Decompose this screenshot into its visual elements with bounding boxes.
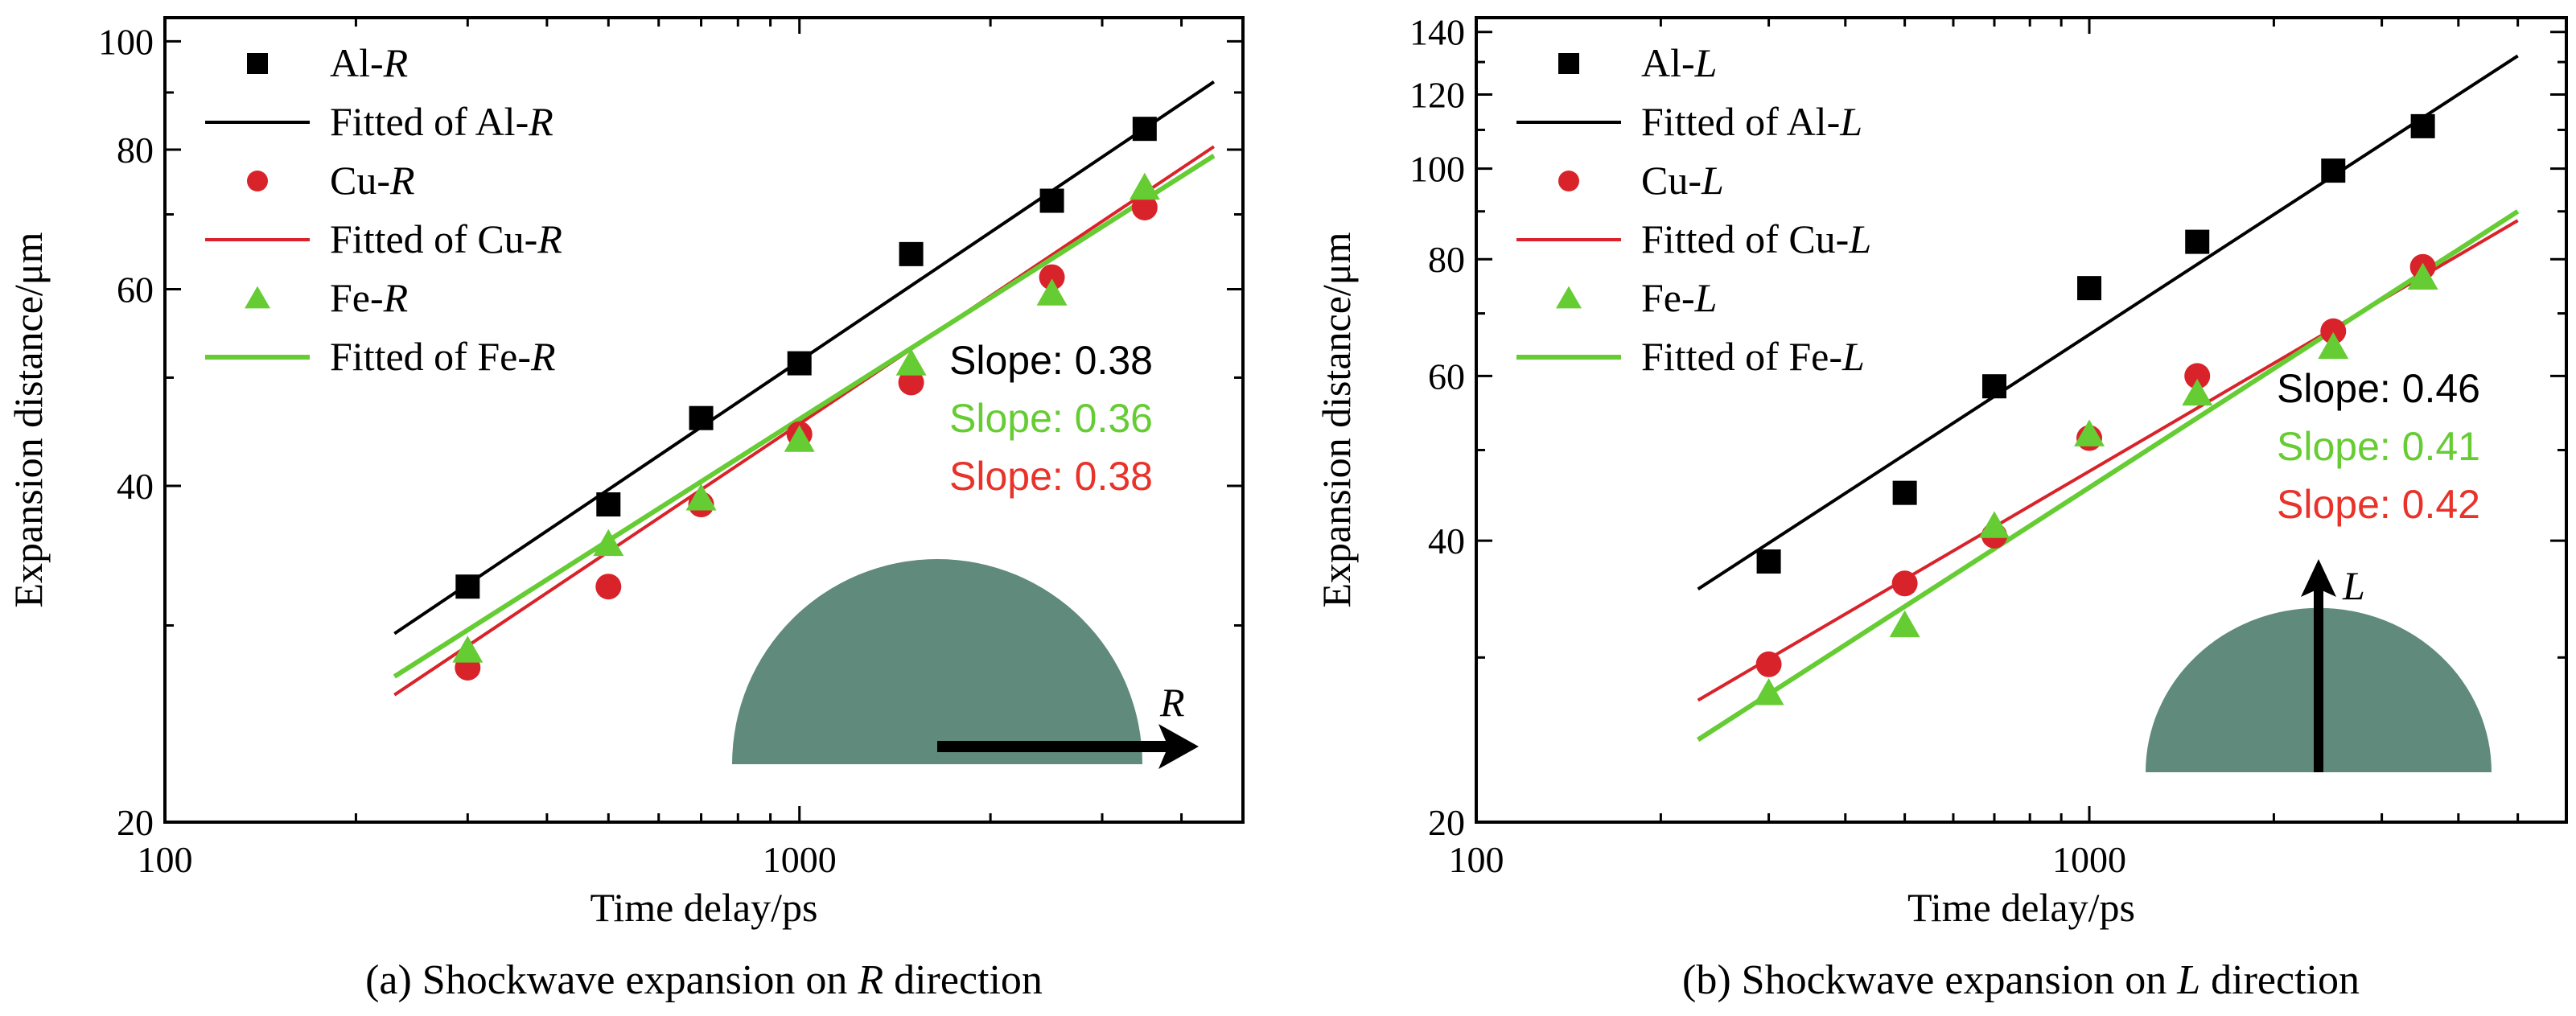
legend-fe-fit-label: Fitted of Fe-R <box>330 334 556 379</box>
al-point <box>2185 229 2210 254</box>
legend-al-label: Al-L <box>1641 40 1717 85</box>
legend-cu-fit-label: Fitted of Cu-R <box>330 216 562 261</box>
slope-annotation: Slope: 0.46 <box>2277 366 2480 411</box>
legend-al-fit-label: Fitted of Al-R <box>330 99 553 144</box>
legend-fe-label: Fe-L <box>1641 275 1717 320</box>
slope-annotation: Slope: 0.42 <box>2277 482 2480 527</box>
fe-point <box>2318 331 2349 360</box>
legend: Al-L Fitted of Al-L Cu-L Fitted of Cu-L Fe-L… <box>1516 40 1871 379</box>
cu-point <box>2184 363 2211 389</box>
fit-line-cu <box>393 145 1216 697</box>
panel-b: L 100 1000 20 40 60 80 100 120 140 Time delay/ps Ex… <box>1314 12 2568 1003</box>
legend-al-label: Al-R <box>330 40 408 85</box>
legend-cu-fit-label: Fitted of Cu-L <box>1641 216 1871 261</box>
fe-point <box>1129 172 1160 200</box>
legend-fe-label: Fe-R <box>330 275 408 320</box>
x-axis-label: Time delay/ps <box>1907 885 2135 930</box>
legend-cu-marker <box>247 171 268 191</box>
al-point <box>1039 188 1064 213</box>
fe-point <box>1978 511 2010 538</box>
al-point <box>1132 117 1157 142</box>
x-axis-label: Time delay/ps <box>591 885 818 930</box>
y-tick-label: 20 <box>117 802 154 843</box>
al-point <box>2321 158 2346 183</box>
legend-fe-marker <box>245 286 270 309</box>
legend-fe-fit-label: Fitted of Fe-L <box>1641 334 1865 379</box>
slope-annotation: Slope: 0.41 <box>2277 424 2480 469</box>
al-point <box>1756 549 1781 574</box>
plot-frame <box>1475 16 2568 824</box>
fe-point <box>1753 678 1784 705</box>
fe-point <box>784 425 815 452</box>
cu-point <box>1891 570 1918 597</box>
slope-annotation: Slope: 0.36 <box>949 396 1153 441</box>
legend-cu-label: Cu-L <box>1641 158 1724 203</box>
plot-frame <box>163 16 1245 824</box>
al-point <box>899 241 924 266</box>
legend-cu-label: Cu-R <box>330 158 415 203</box>
y-axis-label: Expansion distance/μm <box>6 232 51 607</box>
fit-line-fe <box>1697 209 2520 742</box>
fe-point <box>2074 419 2105 446</box>
legend-al-fit-label: Fitted of Al-L <box>1641 99 1862 144</box>
y-tick-label: 100 <box>1409 149 1465 190</box>
y-axis-label: Expansion distance/μm <box>1314 232 1359 607</box>
cu-point <box>2320 318 2347 344</box>
cu-point <box>1039 264 1065 290</box>
al-point <box>1892 480 1917 505</box>
al-point <box>1981 374 2006 399</box>
fe-point <box>2407 262 2438 290</box>
cu-point <box>1131 194 1158 220</box>
y-tick-label: 100 <box>98 21 154 62</box>
inset-arrow-head <box>1158 724 1199 769</box>
fit-line-fe <box>393 154 1216 679</box>
inset-label: L <box>2342 563 2365 608</box>
inset-half-disc <box>732 559 1142 764</box>
fe-point <box>1036 278 1068 306</box>
y-tick-label: 80 <box>1428 239 1465 280</box>
slope-annotation: Slope: 0.38 <box>949 338 1153 383</box>
inset-arrow-head <box>2301 559 2336 597</box>
cu-point <box>595 574 622 600</box>
x-tick-label: 100 <box>138 839 193 880</box>
x-tick-label: 1000 <box>2052 839 2126 880</box>
x-tick-label: 100 <box>1449 839 1504 880</box>
fe-point <box>1889 610 1920 638</box>
cu-point <box>1755 651 1782 677</box>
cu-point <box>898 369 924 396</box>
al-point <box>596 492 621 517</box>
legend: Al-R Fitted of Al-R Cu-R Fitted of Cu-R Fe-R… <box>205 40 562 379</box>
al-point <box>2410 113 2435 138</box>
panel-caption: (b) Shockwave expansion on L direction <box>1682 957 2360 1003</box>
al-point <box>689 405 714 430</box>
y-tick-label: 40 <box>117 466 154 507</box>
y-tick-label: 40 <box>1428 520 1465 561</box>
legend-al-marker <box>1558 53 1579 74</box>
legend-fe-marker <box>1556 286 1582 309</box>
fe-point <box>895 348 927 376</box>
x-tick-label: 1000 <box>763 839 837 880</box>
legend-cu-marker <box>1558 171 1579 191</box>
y-tick-label: 20 <box>1428 802 1465 843</box>
panel-caption: (a) Shockwave expansion on R direction <box>365 957 1043 1003</box>
fe-point <box>593 529 624 557</box>
al-point <box>787 351 812 376</box>
inset-label: R <box>1159 680 1185 725</box>
legend-al-marker <box>247 53 268 74</box>
y-tick-label: 60 <box>1428 356 1465 397</box>
fe-point <box>685 483 717 511</box>
y-tick-label: 140 <box>1409 12 1465 53</box>
y-tick-label: 60 <box>117 269 154 310</box>
y-tick-label: 80 <box>117 130 154 171</box>
fe-point <box>2182 378 2213 406</box>
slope-annotation: Slope: 0.38 <box>949 454 1153 499</box>
al-point <box>2077 276 2102 301</box>
fe-point <box>452 636 484 663</box>
fit-line-al <box>1697 54 2519 591</box>
al-point <box>455 574 480 599</box>
panel-a: R 100 1000 20 40 60 80 100 Time delay/ps Expansio… <box>6 16 1245 1003</box>
y-tick-label: 120 <box>1409 75 1465 116</box>
